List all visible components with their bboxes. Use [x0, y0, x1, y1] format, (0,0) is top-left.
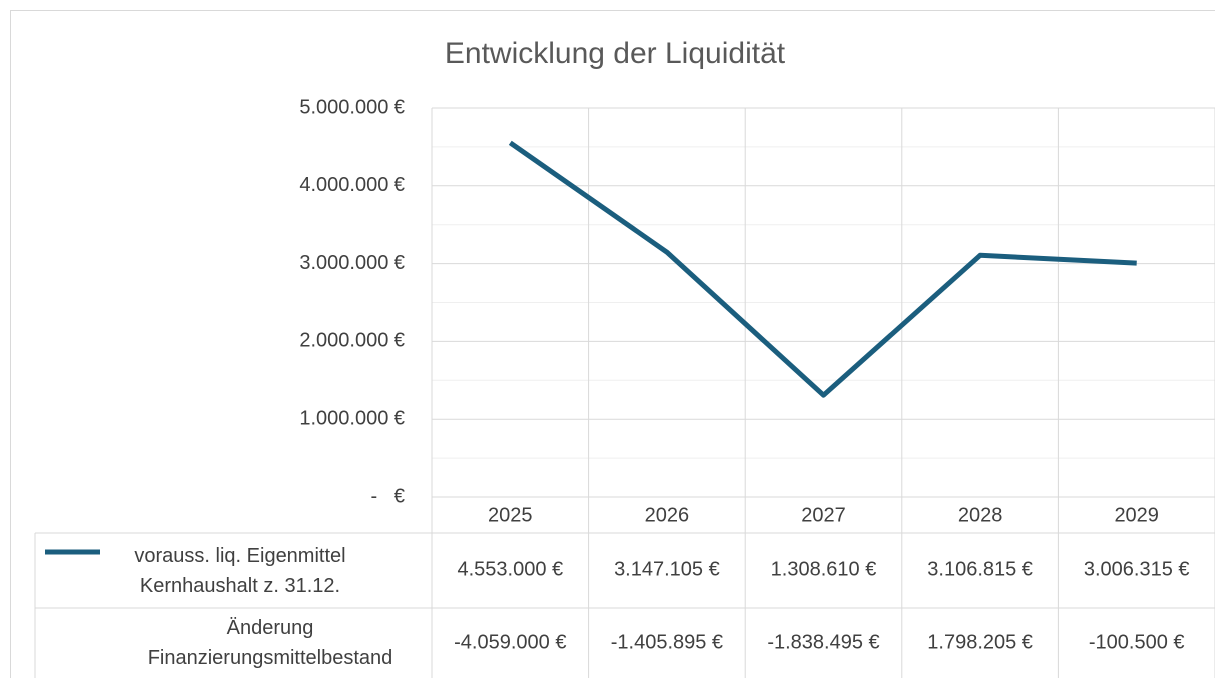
x-tick-label: 2028	[958, 504, 1003, 526]
x-tick-label: 2025	[488, 504, 533, 526]
table-value: -1.405.895 €	[611, 631, 723, 653]
y-tick-label: 2.000.000 €	[299, 330, 405, 352]
x-tick-label: 2026	[645, 504, 690, 526]
y-tick-label: 5.000.000 €	[299, 96, 405, 118]
chart-border	[10, 10, 1215, 678]
y-tick-label: 3.000.000 €	[299, 252, 405, 274]
table-row-label: Änderung Finanzierungsmittelbestand	[147, 617, 393, 669]
table-value: 3.006.315 €	[1084, 558, 1190, 580]
y-tick-label: - €	[371, 485, 405, 507]
series-line	[508, 140, 1137, 398]
table-value: -100.500 €	[1089, 631, 1185, 653]
legend-label: vorauss. liq. Eigenmittel Kernhaushalt z…	[134, 544, 346, 597]
y-tick-label: 4.000.000 €	[299, 174, 405, 196]
table-value: -4.059.000 €	[454, 631, 566, 653]
y-tick-label: 1.000.000 €	[299, 407, 405, 429]
x-tick-label: 2029	[1114, 504, 1159, 526]
table-value: -1.838.495 €	[767, 631, 879, 653]
table-value: 3.147.105 €	[614, 558, 720, 580]
table-value: 1.308.610 €	[771, 558, 877, 580]
table-value: 3.106.815 €	[927, 558, 1033, 580]
chart-title: Entwicklung der Liquidität	[445, 37, 786, 70]
table-value: 4.553.000 €	[457, 558, 563, 580]
x-tick-label: 2027	[801, 504, 846, 526]
table-value: 1.798.205 €	[927, 631, 1033, 653]
